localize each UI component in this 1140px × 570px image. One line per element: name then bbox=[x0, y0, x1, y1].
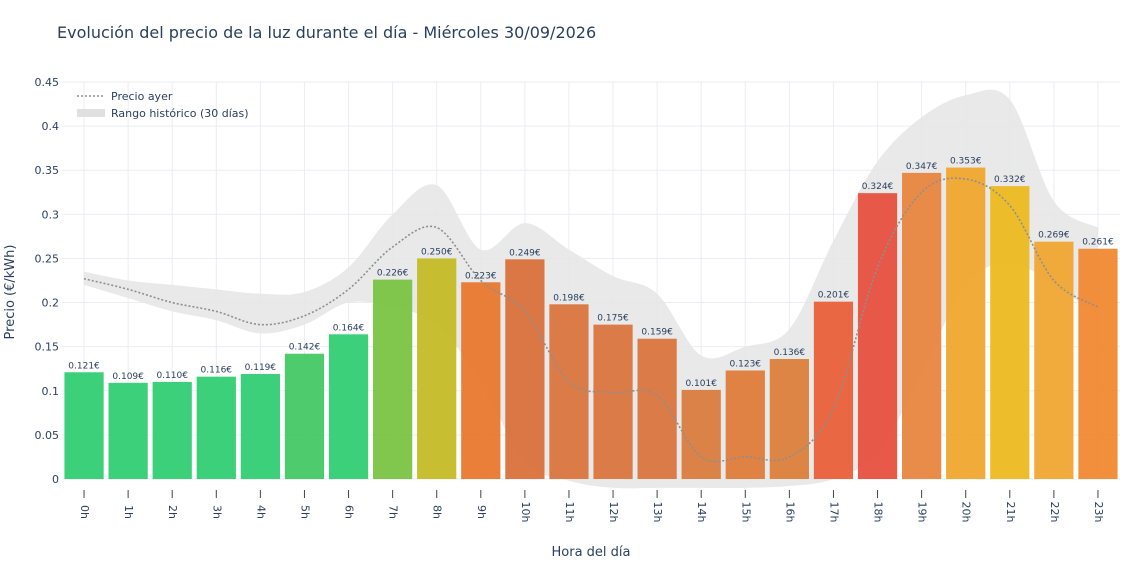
x-tick-label-3h: 3h bbox=[210, 505, 223, 519]
x-axis: 0h 1h 2h 3h 4h 5h 6h 7h 8h 9h 10h 11h 12h 13h 14h 15h 16… bbox=[78, 490, 1105, 523]
bar-label-4h: 0.119€ bbox=[245, 363, 277, 373]
bar-label-13h: 0.159€ bbox=[641, 328, 673, 338]
x-tick-label-20h: 20h bbox=[960, 502, 973, 523]
y-tick-label-2: 0.1 bbox=[42, 385, 60, 398]
bar-12h bbox=[593, 324, 633, 479]
x-tick-label-4h: 4h bbox=[254, 505, 267, 519]
x-tick-label-18h: 18h bbox=[872, 502, 885, 523]
y-tick-label-0: 0 bbox=[52, 473, 59, 486]
bar-8h bbox=[417, 258, 457, 479]
x-tick-label-9h: 9h bbox=[475, 505, 488, 519]
bar-label-23h: 0.261€ bbox=[1082, 238, 1114, 248]
bar-label-21h: 0.332€ bbox=[994, 175, 1026, 185]
bar-label-6h: 0.164€ bbox=[333, 323, 365, 333]
historical-range-area bbox=[84, 89, 1098, 489]
bar-label-10h: 0.249€ bbox=[509, 248, 541, 258]
bar-label-19h: 0.347€ bbox=[906, 162, 938, 172]
y-tick-label-5: 0.25 bbox=[35, 252, 60, 265]
x-tick-label-19h: 19h bbox=[916, 502, 929, 523]
y-tick-label-4: 0.2 bbox=[42, 297, 60, 310]
bar-7h bbox=[373, 279, 413, 479]
bar-6h bbox=[328, 334, 369, 479]
x-tick-label-5h: 5h bbox=[298, 505, 311, 519]
x-tick-label-6h: 6h bbox=[343, 505, 356, 519]
bar-label-17h: 0.201€ bbox=[818, 291, 850, 301]
chart-title: Evolución del precio de la luz durante e… bbox=[57, 23, 596, 42]
x-tick-label-15h: 15h bbox=[739, 502, 752, 523]
legend-swatch-range bbox=[77, 109, 105, 117]
x-axis-title: Hora del día bbox=[552, 545, 631, 560]
legend-label-yesterday: Precio ayer bbox=[111, 90, 173, 103]
bar-label-15h: 0.123€ bbox=[730, 359, 762, 369]
x-tick-label-0h: 0h bbox=[78, 505, 91, 519]
y-tick-label-8: 0.4 bbox=[42, 120, 60, 133]
bar-23h bbox=[1078, 248, 1118, 479]
bar-3h bbox=[196, 376, 236, 479]
x-tick-label-10h: 10h bbox=[519, 502, 532, 523]
bar-label-0h: 0.121€ bbox=[68, 361, 100, 371]
bar-5h bbox=[284, 353, 325, 479]
y-axis-title: Precio (€/kWh) bbox=[3, 245, 18, 340]
yesterday-line bbox=[83, 177, 1099, 463]
x-tick-label-21h: 21h bbox=[1004, 502, 1017, 523]
bar-0h bbox=[64, 372, 104, 479]
bar-label-18h: 0.324€ bbox=[862, 182, 894, 192]
bar-22h bbox=[1034, 241, 1074, 479]
x-tick-label-22h: 22h bbox=[1048, 502, 1061, 523]
x-tick-label-7h: 7h bbox=[387, 505, 400, 519]
historical-range-band bbox=[84, 89, 1098, 489]
x-tick-label-2h: 2h bbox=[166, 505, 179, 519]
bar-label-22h: 0.269€ bbox=[1038, 231, 1070, 241]
bar-21h bbox=[990, 186, 1030, 479]
bar-label-9h: 0.223€ bbox=[465, 271, 497, 281]
legend: Precio ayer Rango histórico (30 días) bbox=[77, 90, 249, 120]
bar-18h bbox=[857, 193, 898, 479]
x-tick-label-11h: 11h bbox=[563, 502, 576, 523]
x-tick-label-13h: 13h bbox=[651, 502, 664, 523]
bar-label-8h: 0.250€ bbox=[421, 247, 453, 257]
bar-label-1h: 0.109€ bbox=[112, 372, 144, 382]
bar-label-14h: 0.101€ bbox=[685, 379, 717, 389]
y-tick-label-3: 0.15 bbox=[35, 341, 60, 354]
bar-9h bbox=[461, 282, 501, 479]
bar-label-5h: 0.142€ bbox=[289, 343, 321, 353]
x-tick-label-1h: 1h bbox=[122, 505, 135, 519]
bar-label-20h: 0.353€ bbox=[950, 157, 982, 167]
bar-13h bbox=[637, 338, 677, 479]
yesterday-price-line bbox=[83, 177, 1099, 463]
bar-11h bbox=[549, 304, 589, 479]
bar-17h bbox=[813, 301, 854, 479]
bar-4h bbox=[240, 374, 280, 479]
bar-label-7h: 0.226€ bbox=[377, 269, 409, 279]
bar-16h bbox=[769, 359, 809, 479]
bar-label-11h: 0.198€ bbox=[553, 293, 585, 303]
x-tick-label-12h: 12h bbox=[607, 502, 620, 523]
x-tick-label-16h: 16h bbox=[783, 502, 796, 523]
bar-label-3h: 0.116€ bbox=[201, 366, 233, 376]
bar-14h bbox=[681, 389, 721, 479]
bar-label-16h: 0.136€ bbox=[774, 348, 806, 358]
bar-15h bbox=[725, 370, 765, 479]
bar-20h bbox=[946, 167, 986, 479]
x-tick-label-23h: 23h bbox=[1092, 502, 1105, 523]
bar-series bbox=[64, 167, 1118, 479]
x-tick-label-14h: 14h bbox=[695, 502, 708, 523]
bar-1h bbox=[108, 382, 148, 479]
y-axis: 0 0.05 0.1 0.15 0.2 0.25 0.3 0.35 0.4 0.45 bbox=[35, 76, 60, 486]
x-tick-label-8h: 8h bbox=[431, 505, 444, 519]
y-tick-label-9: 0.45 bbox=[35, 76, 60, 89]
bar-label-2h: 0.110€ bbox=[156, 371, 188, 381]
bar-labels: 0.121€ 0.109€ 0.110€ 0.116€ 0.119€ 0.142€ 0.16… bbox=[68, 157, 1114, 389]
y-tick-label-1: 0.05 bbox=[35, 429, 60, 442]
bar-label-12h: 0.175€ bbox=[597, 314, 629, 324]
x-tick-label-17h: 17h bbox=[827, 502, 840, 523]
bar-10h bbox=[505, 259, 545, 479]
y-tick-label-7: 0.35 bbox=[35, 164, 60, 177]
bar-19h bbox=[902, 172, 942, 479]
legend-label-range: Rango histórico (30 días) bbox=[111, 107, 249, 120]
y-tick-label-6: 0.3 bbox=[42, 208, 60, 221]
bar-2h bbox=[152, 381, 192, 479]
